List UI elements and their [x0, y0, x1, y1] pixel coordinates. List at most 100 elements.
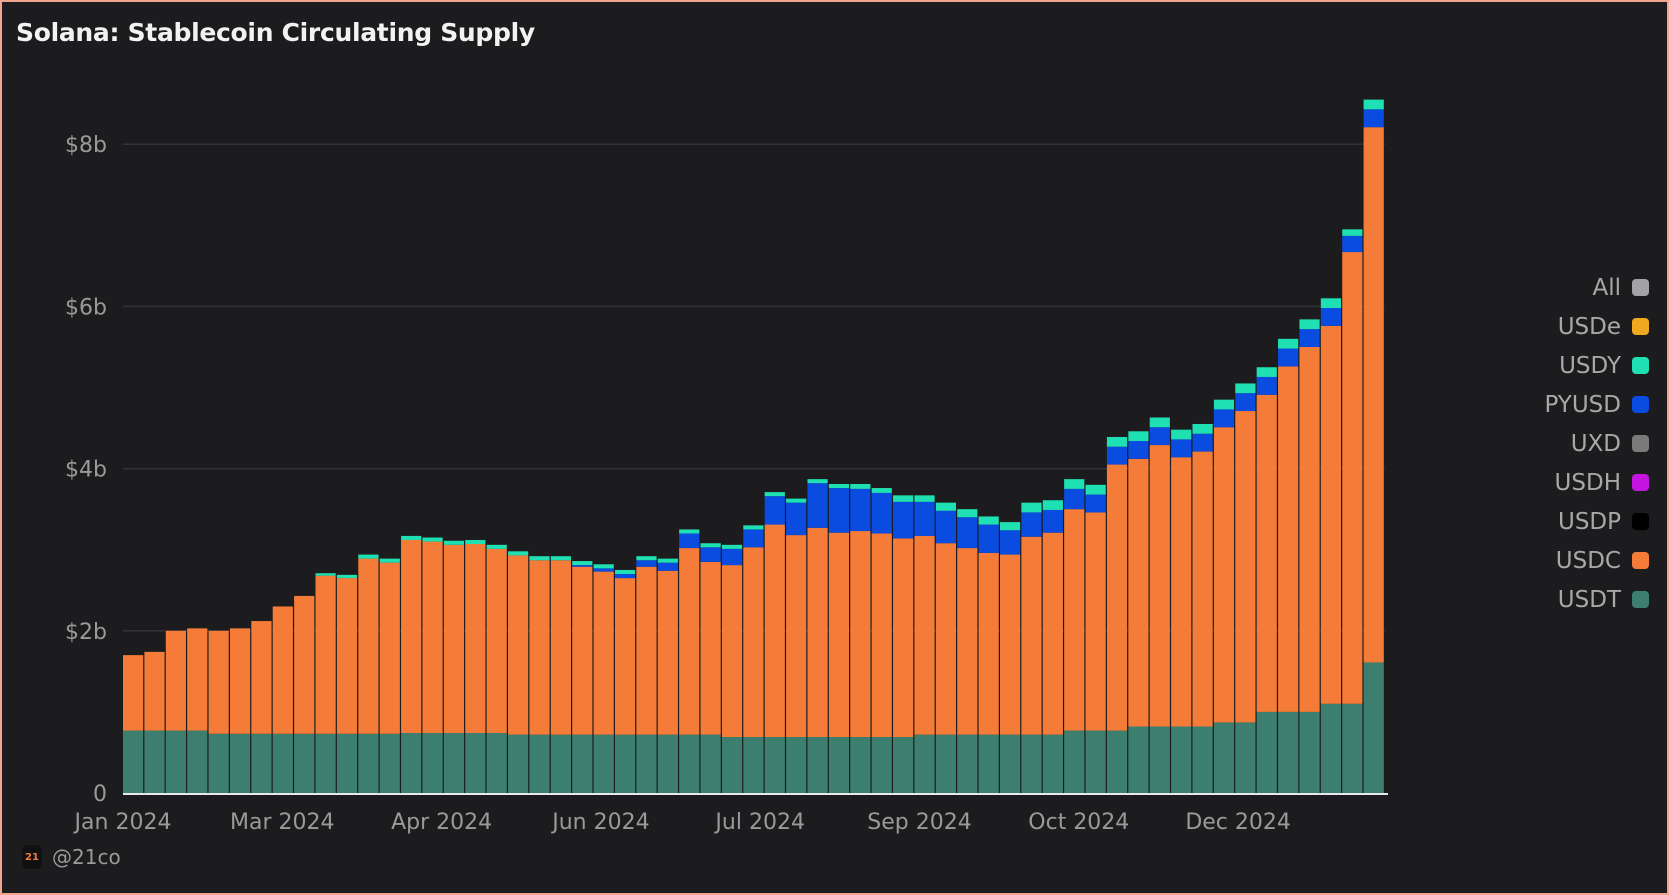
bar-usdy	[743, 525, 764, 530]
bar-usdy	[1021, 502, 1042, 513]
bar-pyusd	[1021, 512, 1042, 537]
bar-usdc	[914, 535, 935, 735]
bar-usdy	[1106, 436, 1128, 447]
bar-usdy	[401, 535, 422, 540]
bar-usdy	[999, 522, 1021, 531]
legend-item-usdt[interactable]: USDT	[1389, 580, 1649, 619]
bar-usdc	[807, 527, 828, 738]
legend-label: USDY	[1559, 352, 1621, 379]
bar-usdc	[1085, 512, 1106, 731]
bar-usdt	[1235, 722, 1256, 793]
legend-item-uxd[interactable]: UXD	[1389, 424, 1649, 463]
bar-pyusd	[679, 533, 700, 549]
legend-item-usdh[interactable]: USDH	[1389, 463, 1649, 502]
bar-usdc	[1171, 457, 1192, 727]
bar-usdy	[1363, 99, 1384, 110]
bar-usdc	[978, 552, 999, 735]
bar-usdc	[743, 547, 764, 738]
legend-swatch	[1632, 591, 1649, 608]
bar-pyusd	[850, 488, 871, 532]
bar-usdc	[828, 532, 850, 738]
bar-pyusd	[914, 501, 935, 536]
legend-swatch	[1632, 552, 1649, 569]
bar-usdc	[572, 566, 593, 735]
bar-usdc	[443, 544, 465, 733]
bar-usdc	[700, 561, 721, 735]
bar-usdt	[165, 730, 186, 793]
legend-item-usdc[interactable]: USDC	[1389, 541, 1649, 580]
bar-usdt	[1021, 734, 1042, 793]
x-tick-label: Oct 2024	[1028, 810, 1129, 835]
bar-usdt	[315, 733, 336, 793]
legend-item-usde[interactable]: USDe	[1389, 307, 1649, 346]
bar-usdy	[807, 479, 828, 484]
bar-usdt	[807, 737, 828, 793]
bar-usdt	[422, 732, 443, 793]
bar-usdc	[465, 544, 486, 733]
bar-usdy	[358, 554, 379, 559]
bar-usdc	[550, 560, 571, 735]
bar-usdy	[550, 556, 571, 561]
legend-item-pyusd[interactable]: PYUSD	[1389, 385, 1649, 424]
bar-pyusd	[978, 524, 999, 553]
bar-usdc	[379, 562, 400, 734]
bar-usdc	[786, 535, 807, 738]
x-tick-label: Apr 2024	[391, 810, 492, 835]
legend-label: USDT	[1557, 586, 1621, 613]
legend: All USDe USDY PYUSD UXD USDH USDP USDC USDT	[1389, 268, 1649, 619]
bar-usdy	[1171, 429, 1192, 440]
bar-usdy	[914, 495, 935, 502]
y-tick-label: $8b	[65, 133, 107, 158]
bar-usdt	[251, 733, 272, 793]
bar-usdy	[315, 573, 336, 576]
legend-label: UXD	[1570, 430, 1621, 457]
bar-usdt	[1256, 711, 1277, 793]
bar-pyusd	[572, 565, 593, 567]
bar-pyusd	[657, 562, 678, 571]
bar-pyusd	[1278, 348, 1299, 367]
bar-usdy	[1085, 484, 1106, 495]
bar-usdt	[443, 732, 465, 793]
bar-usdy	[336, 574, 358, 579]
chart-title: Solana: Stablecoin Circulating Supply	[16, 18, 535, 47]
bar-usdt	[700, 734, 721, 793]
legend-item-usdp[interactable]: USDP	[1389, 502, 1649, 541]
legend-swatch	[1632, 513, 1649, 530]
bar-pyusd	[893, 501, 914, 539]
bar-usdt	[358, 733, 379, 793]
bar-usdy	[486, 544, 507, 549]
bar-usdy	[657, 558, 678, 563]
bar-usdt	[229, 733, 251, 793]
bar-usdt	[679, 734, 700, 793]
bar-usdc	[1128, 458, 1149, 727]
bar-usdt	[272, 733, 293, 793]
bar-usdt	[828, 737, 850, 793]
bar-usdc	[871, 533, 892, 738]
bar-usdt	[1128, 726, 1149, 793]
bar-pyusd	[1213, 409, 1235, 428]
bar-usdc	[957, 548, 978, 735]
legend-item-all[interactable]: All	[1389, 268, 1649, 307]
bar-usdt	[614, 734, 636, 793]
x-tick-label: Sep 2024	[867, 810, 971, 835]
bar-usdt	[550, 734, 571, 793]
bar-pyusd	[1064, 488, 1085, 510]
bar-usdt	[1171, 726, 1192, 793]
legend-label: PYUSD	[1544, 391, 1621, 418]
bar-usdt	[999, 734, 1021, 793]
bar-pyusd	[1256, 376, 1277, 395]
bar-usdc	[272, 606, 293, 734]
bar-usdy	[1149, 417, 1170, 428]
bar-usdy	[465, 539, 486, 545]
bar-pyusd	[807, 483, 828, 528]
bar-usdt	[1192, 726, 1213, 793]
bar-usdt	[187, 730, 208, 793]
bar-pyusd	[1299, 329, 1320, 347]
bar-usdc	[401, 539, 422, 733]
bar-usdc	[1299, 346, 1320, 712]
bar-usdc	[529, 560, 550, 735]
bar-pyusd	[1192, 433, 1213, 452]
bar-usdc	[1320, 325, 1342, 704]
legend-item-usdy[interactable]: USDY	[1389, 346, 1649, 385]
bar-usdt	[294, 733, 315, 793]
